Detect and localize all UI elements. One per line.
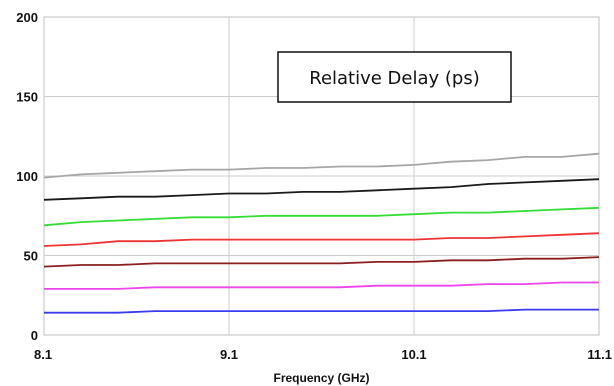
x-tick-label: 9.1 [220, 347, 238, 362]
annotation-box [277, 51, 512, 103]
series-line-1 [43, 152, 600, 179]
y-tick-label: 150 [16, 90, 38, 105]
x-tick-label: 8.1 [34, 347, 52, 362]
series-group [43, 152, 600, 314]
series-line-7 [44, 308, 599, 314]
x-tick-label: 11.1 [587, 347, 612, 362]
series-line-2 [43, 178, 600, 201]
series-line-5 [43, 256, 600, 268]
y-tick-label: 100 [16, 169, 38, 184]
series-line-4 [43, 232, 600, 247]
series-line-3 [43, 206, 600, 227]
tick-labels: 0 50 100 150 200 8.1 9.1 10.1 11.1 [16, 10, 612, 362]
y-tick-label: 50 [24, 249, 38, 264]
y-tick-label: 200 [16, 10, 38, 25]
x-axis-title: Frequency (GHz) [273, 371, 369, 385]
series-line-6 [44, 281, 599, 290]
annotation-text: Relative Delay (ps) [309, 68, 480, 89]
x-tick-label: 10.1 [401, 347, 426, 362]
y-tick-label: 0 [31, 328, 38, 343]
